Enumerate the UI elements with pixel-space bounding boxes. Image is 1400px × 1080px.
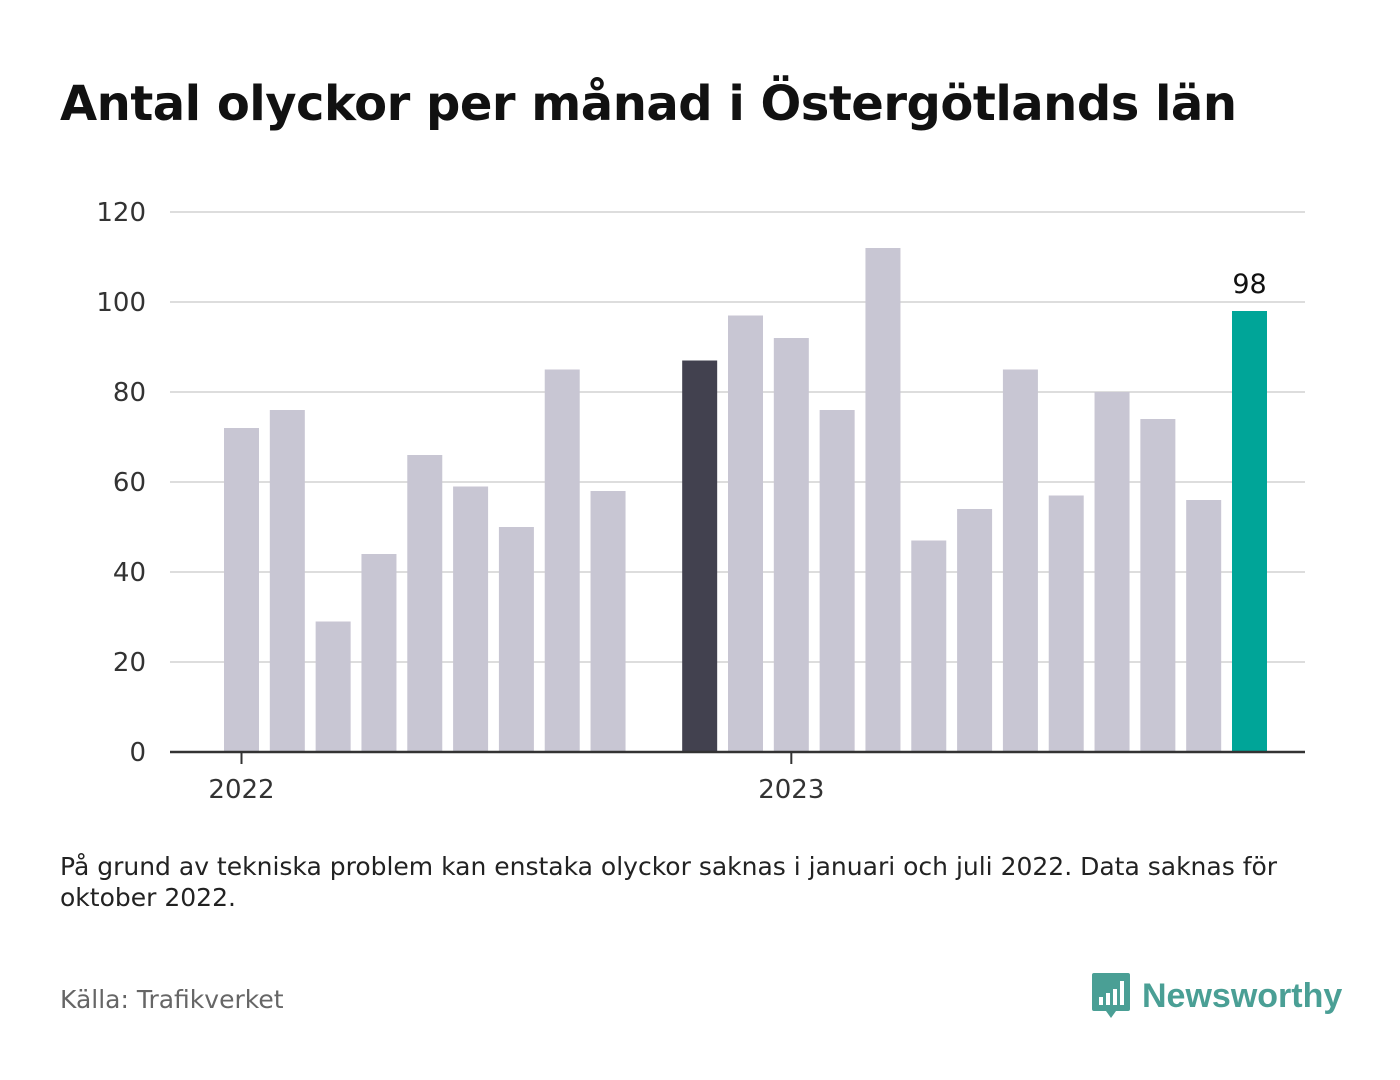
bar-2023-07 xyxy=(1048,495,1084,752)
bar-2022-08 xyxy=(544,369,580,752)
bar-2023-05 xyxy=(957,509,993,752)
bar-2022-01 xyxy=(224,428,259,752)
chart-note: På grund av tekniska problem kan enstaka… xyxy=(60,852,1278,912)
bar-2023-10 xyxy=(1186,500,1222,752)
bar-2023-03 xyxy=(865,248,901,752)
bar-2022-07 xyxy=(498,527,534,752)
bar-2022-03 xyxy=(315,621,351,752)
x-tick-label: 2023 xyxy=(758,775,824,805)
bar-2022-12 xyxy=(728,315,763,752)
data-labels: 98 xyxy=(1232,269,1266,300)
bar-2023-09 xyxy=(1140,419,1176,752)
x-axis: 2022 2023 xyxy=(170,750,1305,805)
brand-name: Newsworthy xyxy=(1142,976,1343,1015)
y-tick-label: 120 xyxy=(96,198,146,228)
y-tick-label: 80 xyxy=(113,378,146,408)
bar-2023-02 xyxy=(819,410,855,752)
y-tick-label: 0 xyxy=(129,738,146,768)
bar-2023-06 xyxy=(1002,369,1038,752)
bar-2023-04 xyxy=(911,540,947,752)
chart-title: Antal olyckor per månad i Östergötlands … xyxy=(60,76,1237,132)
bar-2022-11 xyxy=(682,360,718,752)
y-tick-label: 100 xyxy=(96,288,146,318)
bar-2022-09 xyxy=(590,491,626,752)
y-axis-ticks: 0 20 40 60 80 100 120 xyxy=(96,198,146,768)
bar-2023-08 xyxy=(1094,392,1130,752)
bars xyxy=(224,248,1267,752)
bar-2022-05 xyxy=(407,455,443,752)
bar-2022-06 xyxy=(453,486,489,752)
y-tick-label: 60 xyxy=(113,468,146,498)
bar-chart: 0 20 40 60 80 100 120 98 2022 2023 xyxy=(96,198,1305,805)
y-tick-label: 20 xyxy=(113,648,146,678)
bar-2023-01 xyxy=(773,338,809,752)
x-tick-label: 2022 xyxy=(208,775,274,805)
bar-2022-04 xyxy=(361,554,397,752)
y-tick-label: 40 xyxy=(113,558,146,588)
bar-chart-logo-icon xyxy=(1092,973,1130,1018)
source-text: Källa: Trafikverket xyxy=(60,985,284,1014)
brand-logo[interactable]: Newsworthy xyxy=(1090,970,1342,1022)
bar-2023-11 xyxy=(1232,311,1267,752)
data-label: 98 xyxy=(1232,269,1266,300)
bar-2022-02 xyxy=(269,410,305,752)
